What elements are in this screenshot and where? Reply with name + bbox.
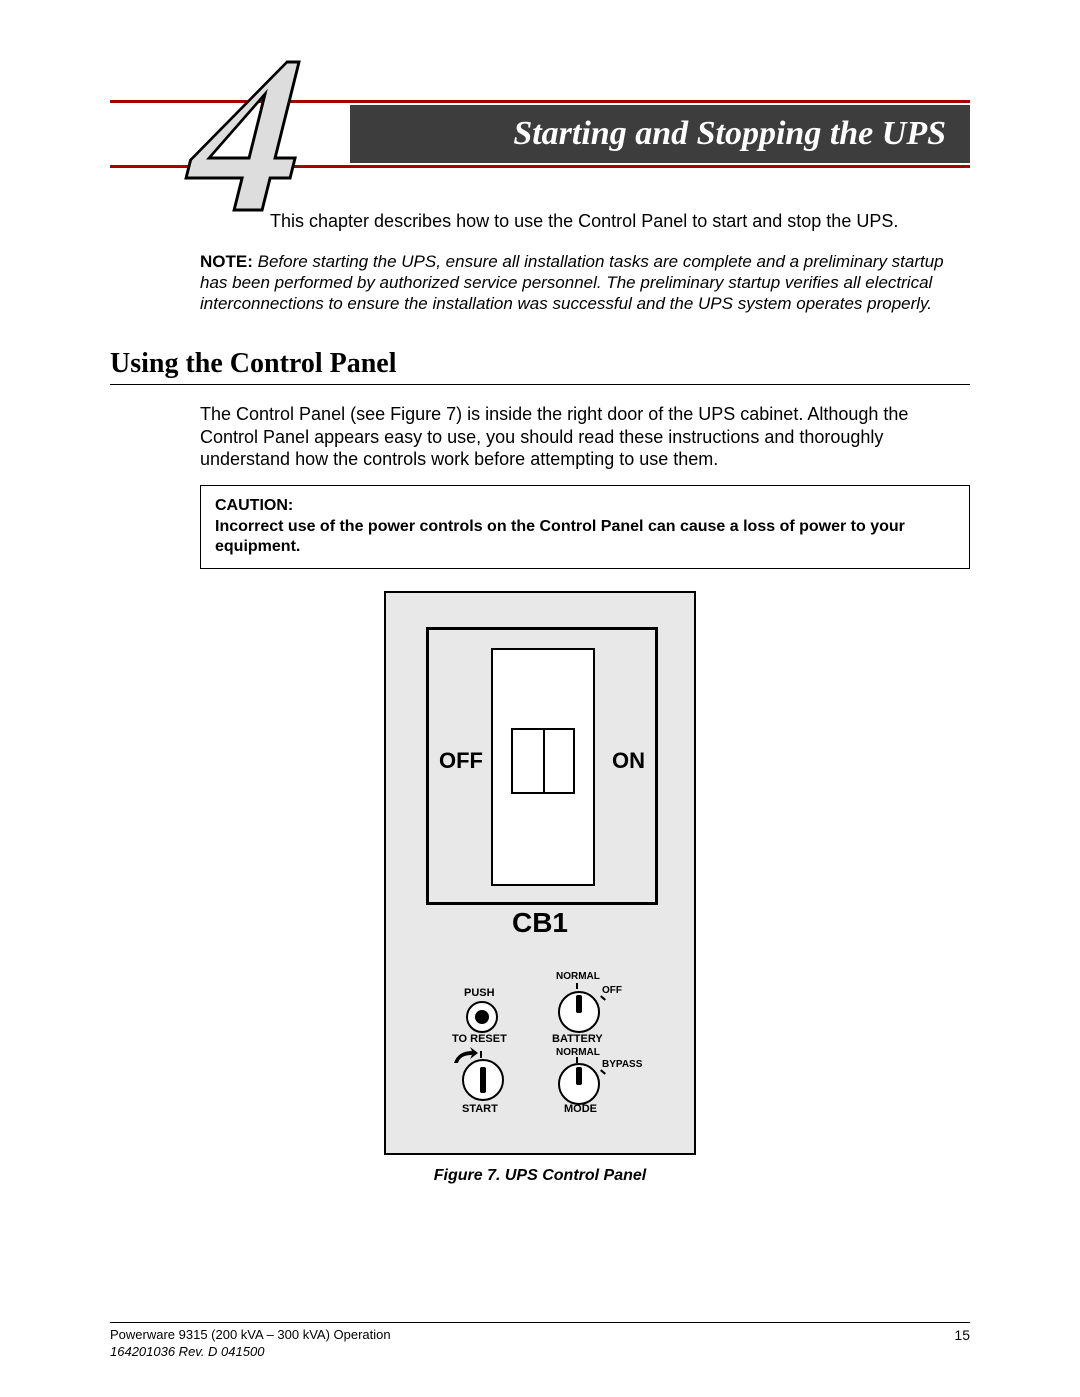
footer-left: Powerware 9315 (200 kVA – 300 kVA) Opera…	[110, 1327, 391, 1361]
mode-label: MODE	[564, 1103, 597, 1115]
reset-top-label: PUSH	[464, 987, 495, 999]
reset-button	[466, 1001, 498, 1033]
breaker-frame: OFF ON	[426, 627, 658, 905]
chapter-header: Starting and Stopping the UPS	[110, 58, 970, 188]
reset-bottom-label: TO RESET	[452, 1033, 507, 1045]
footer-line1: Powerware 9315 (200 kVA – 300 kVA) Opera…	[110, 1327, 391, 1344]
mode-switch	[558, 1063, 600, 1105]
battery-label: BATTERY	[552, 1033, 603, 1045]
figure-caption: Figure 7. UPS Control Panel	[434, 1167, 646, 1185]
note-block: NOTE: Before starting the UPS, ensure al…	[200, 251, 970, 315]
breaker-id-label: CB1	[386, 907, 694, 939]
breaker-on-label: ON	[612, 748, 645, 774]
breaker-inner	[491, 648, 595, 886]
start-label: START	[462, 1103, 498, 1115]
note-text: Before starting the UPS, ensure all inst…	[200, 252, 944, 314]
battery-switch	[558, 991, 600, 1033]
figure: OFF ON CB1 PUSH TO RESET NORMAL OFF	[110, 591, 970, 1185]
start-arrow-icon	[450, 1047, 480, 1067]
caution-label: CAUTION:	[215, 496, 955, 517]
footer-line2: 164201036 Rev. D 041500	[110, 1344, 391, 1361]
section-heading: Using the Control Panel	[110, 348, 970, 385]
page: Starting and Stopping the UPS This chapt…	[0, 0, 1080, 1397]
caution-text: Incorrect use of the power controls on t…	[215, 517, 955, 559]
chapter-title-bar: Starting and Stopping the UPS	[350, 105, 970, 163]
chapter-number-icon	[180, 50, 350, 220]
chapter-title: Starting and Stopping the UPS	[513, 115, 946, 153]
breaker-off-label: OFF	[439, 748, 483, 774]
battery-normal-label: NORMAL	[556, 971, 600, 982]
control-panel-diagram: OFF ON CB1 PUSH TO RESET NORMAL OFF	[384, 591, 696, 1155]
section-body: The Control Panel (see Figure 7) is insi…	[200, 403, 970, 471]
battery-off-label: OFF	[602, 985, 622, 996]
intro-paragraph: This chapter describes how to use the Co…	[270, 210, 970, 233]
mode-bypass-label: BYPASS	[602, 1059, 642, 1070]
page-number: 15	[954, 1327, 970, 1361]
note-label: NOTE:	[200, 252, 253, 271]
page-footer: Powerware 9315 (200 kVA – 300 kVA) Opera…	[110, 1322, 970, 1361]
caution-box: CAUTION: Incorrect use of the power cont…	[200, 485, 970, 569]
breaker-switch	[511, 728, 575, 794]
